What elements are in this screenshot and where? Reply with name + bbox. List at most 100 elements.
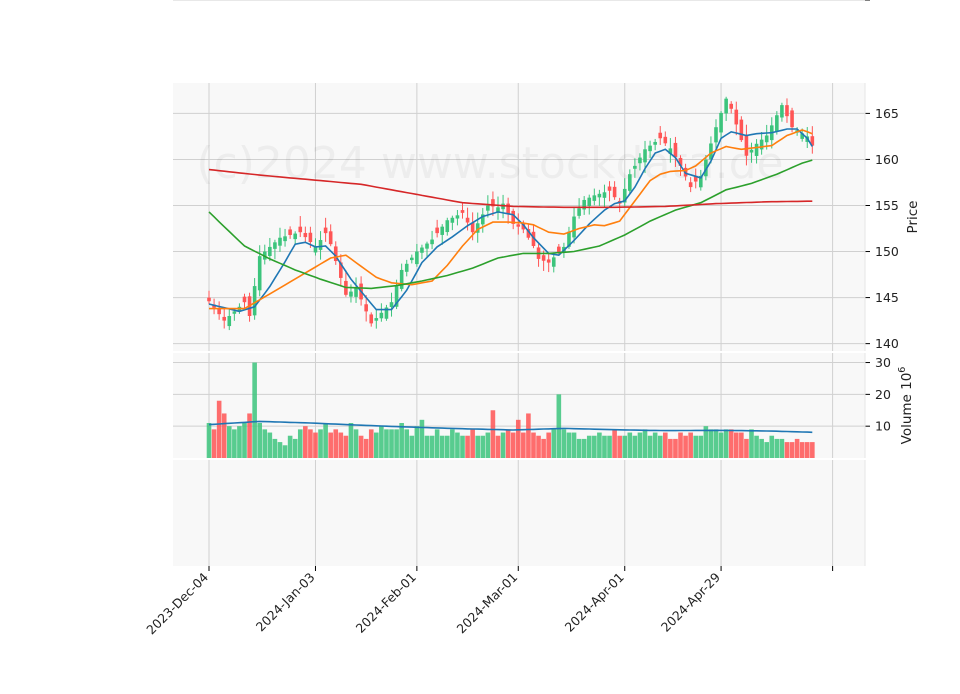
volume-bar [708,429,714,458]
candle-up [775,115,779,132]
volume-bar [257,423,262,458]
candle-up [480,214,485,225]
volume-bar [318,429,323,458]
volume-bar [728,429,734,458]
candle-down [491,199,495,207]
candle-up [379,312,384,319]
volume-bar [343,435,349,458]
volume-bar [642,429,648,458]
candle-up [567,231,571,247]
volume-bar [713,429,719,458]
candle-up [628,174,632,191]
candle-up [430,239,434,245]
candle-down [207,297,211,302]
candle-up [759,139,764,150]
volume-bar [475,435,481,458]
volume-bar [221,413,227,458]
volume-bar [668,438,673,458]
volume-bar [749,429,754,458]
volume-bar [602,435,607,458]
volume-bar [754,435,759,458]
volume-bar [368,429,374,458]
candle-up [597,193,602,198]
volume-bar [678,432,683,458]
price-axis-tick-label: 165 [875,106,899,121]
volume-bar [733,432,739,458]
moving-average-line [208,128,813,313]
volume-bar [262,429,268,458]
price-axis-tick-label: 150 [875,244,899,259]
candle-up [486,205,490,211]
candle-up [780,105,784,118]
volume-bar [308,429,313,458]
volume-axis-label: Volume 106 [897,367,915,445]
candle-up [394,286,399,307]
candle-down [288,229,292,235]
oscillator-axis-tick-label: -5 [875,0,887,3]
volume-bar [267,432,273,458]
candle-down [511,210,515,224]
candle-up [410,257,414,261]
candle-down [435,227,439,234]
candle-down [658,132,663,139]
volume-bar [333,429,339,458]
candle-up [587,197,592,206]
candle-down [663,136,668,144]
candle-down [541,255,546,261]
volume-bar [536,435,541,458]
volume-bar [769,435,775,458]
candle-up [643,149,647,163]
volume-bar [277,442,283,458]
volume-bar [566,432,572,458]
volume-bar [434,429,440,458]
volume-bar [363,438,369,458]
candle-up [582,199,586,210]
volume-bar [247,413,252,458]
volume-bar [556,394,562,458]
volume-bar [338,432,344,458]
volume-bar [389,429,394,458]
volume-bar [718,432,724,458]
volume-bar [424,435,430,458]
volume-bar [292,438,298,458]
candle-up [602,192,607,198]
volume-bar [348,423,354,458]
candle-down [810,136,815,146]
volume-bar [226,426,232,458]
candle-up [572,216,576,238]
volume-bar [688,432,693,458]
volume-bar [703,426,709,458]
candle-up [252,286,257,316]
volume-bar [272,438,278,458]
volume-bar [521,432,526,458]
volume-bar [237,426,242,458]
candle-up [389,302,394,308]
volume-bar [810,442,815,458]
volume-bar [784,442,790,458]
oscillator-axis-tick-label: 5 [875,0,883,3]
x-tick-label: 2024-Apr-29 [658,569,723,634]
price-axis-label: Price [905,201,921,234]
volume-bars [206,362,815,458]
volume-bar [485,432,491,458]
candle-up [800,133,804,139]
volume-average-line [208,420,813,434]
volume-bar [404,429,410,458]
candle-up [724,98,728,114]
volume-bar [683,435,688,458]
volume-bar [510,432,516,458]
price-axis-tick-label: 145 [875,290,899,305]
candle-down [531,231,536,247]
candle-up [496,207,500,213]
candle-up [420,247,424,253]
volume-bar [546,432,551,458]
volume-bar [622,435,628,458]
volume-bar [444,435,450,458]
candle-down [688,182,693,188]
volume-bar [723,429,729,458]
candle-down [369,314,374,324]
candle-up [440,226,445,235]
price-axis-tick-label: 160 [875,152,899,167]
volume-bar [460,435,465,458]
candle-up [445,220,450,233]
